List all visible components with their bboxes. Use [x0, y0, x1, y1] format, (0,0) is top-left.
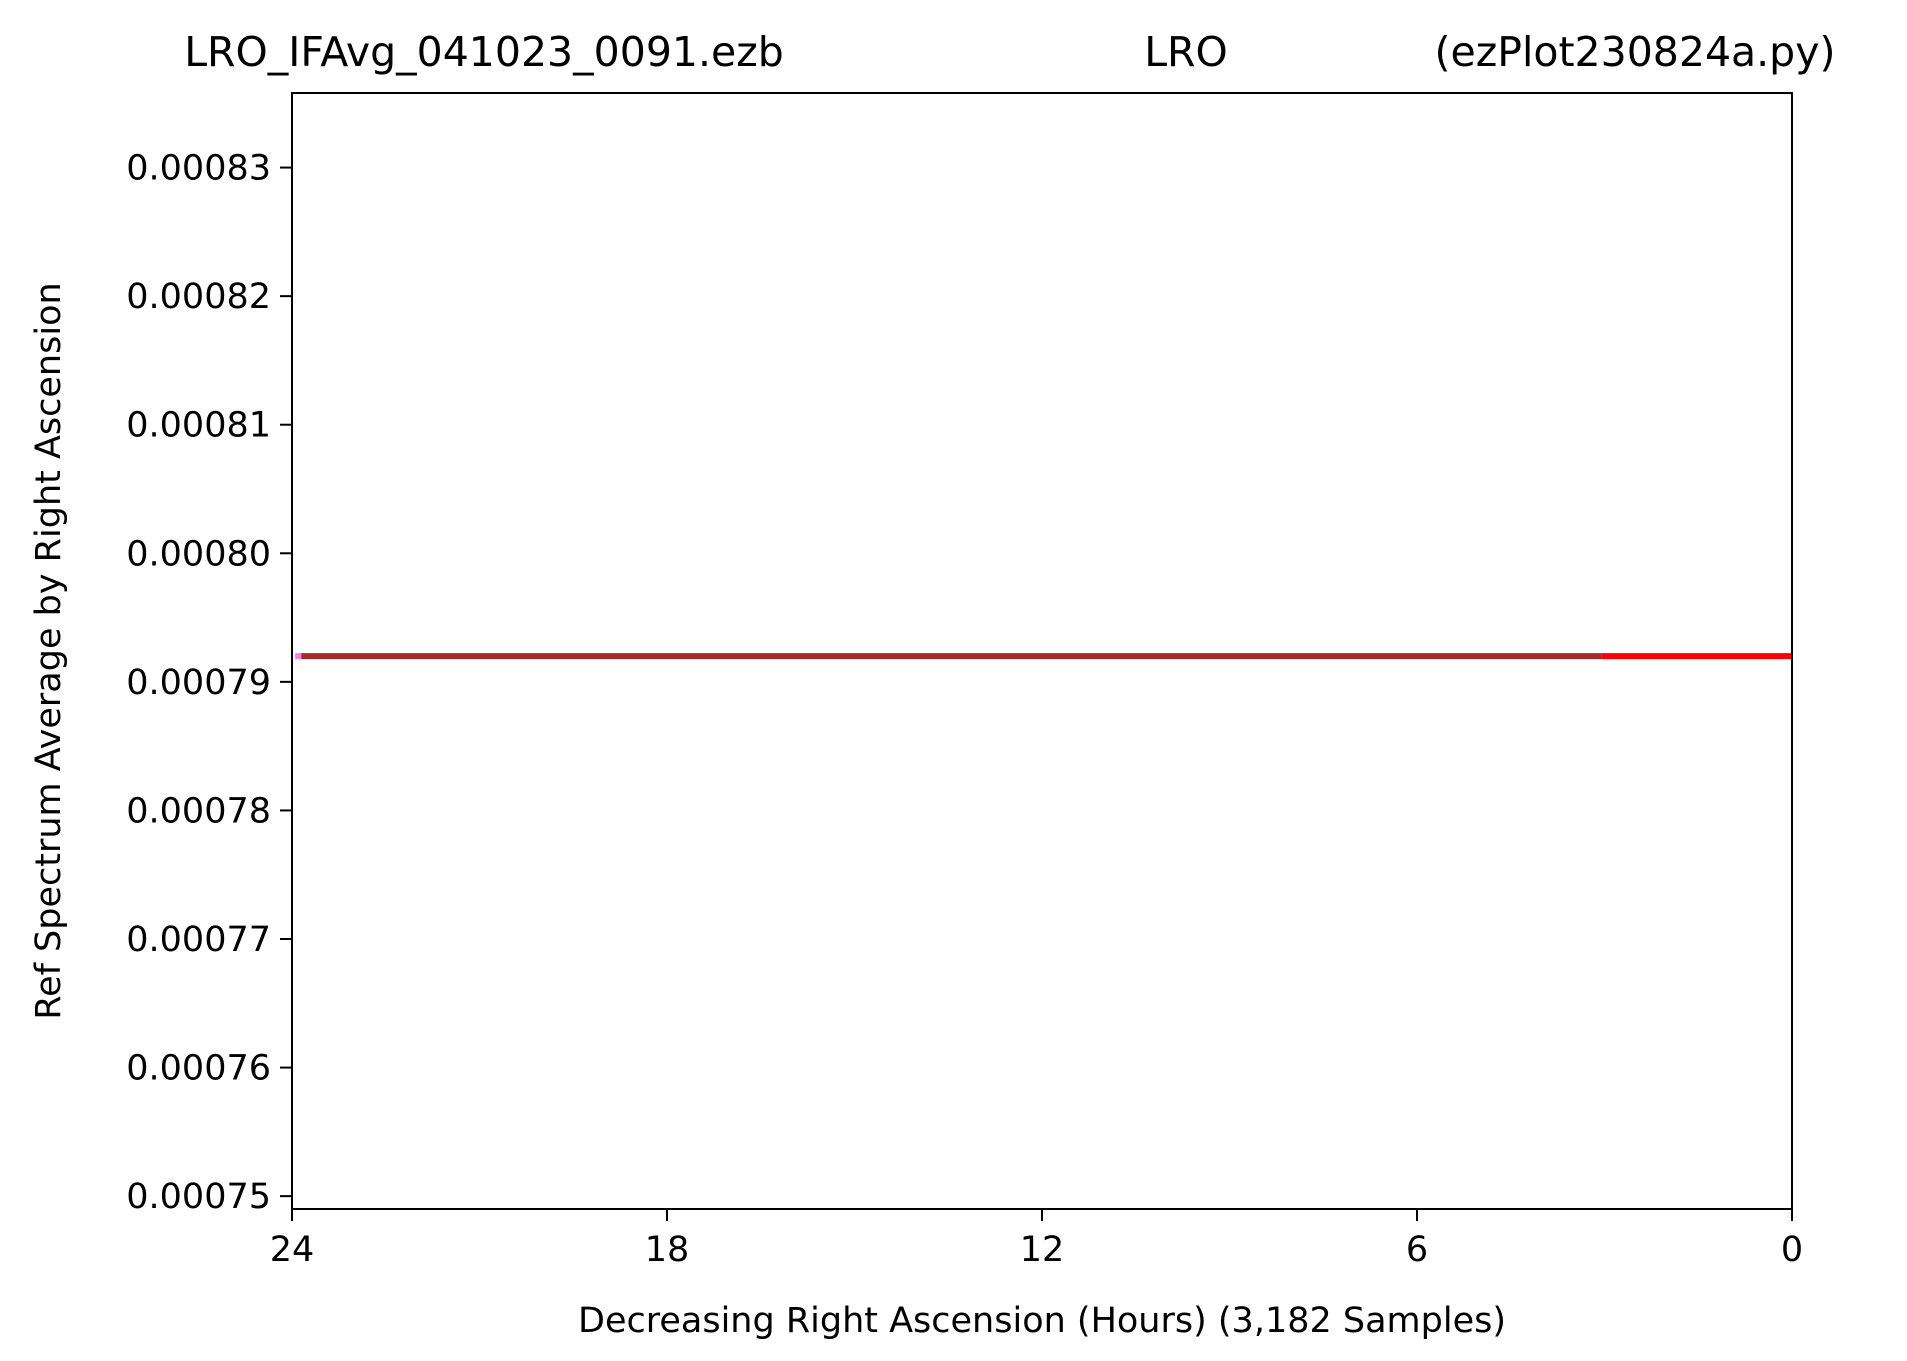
x-tick-label: 6: [1406, 1230, 1428, 1270]
x-tick-label: 0: [1781, 1230, 1803, 1270]
x-axis: 24 18 12 6 0: [270, 1209, 1803, 1270]
x-tick-label: 18: [645, 1230, 690, 1270]
y-tick-label: 0.00080: [126, 534, 271, 574]
x-axis-label: Decreasing Right Ascension (Hours) (3,18…: [578, 1301, 1506, 1341]
chart-title-script: (ezPlot230824a.py): [1435, 28, 1836, 76]
y-tick-label: 0.00076: [126, 1049, 271, 1089]
y-tick-label: 0.00075: [126, 1177, 271, 1217]
y-tick-label: 0.00082: [126, 277, 271, 317]
y-axis-label: Ref Spectrum Average by Right Ascension: [29, 282, 69, 1019]
chart-title-station: LRO: [1144, 28, 1228, 76]
x-tick-label: 12: [1020, 1230, 1065, 1270]
y-axis: 0.00075 0.00076 0.00077 0.00078 0.00079 0.000…: [126, 149, 292, 1217]
y-tick-label: 0.00078: [126, 791, 271, 831]
y-tick-label: 0.00079: [126, 663, 271, 703]
x-tick-label: 24: [270, 1230, 315, 1270]
y-tick-label: 0.00077: [126, 920, 271, 960]
y-tick-label: 0.00081: [126, 406, 271, 446]
y-tick-label: 0.00083: [126, 149, 271, 189]
chart-title-file: LRO_IFAvg_041023_0091.ezb: [184, 28, 784, 76]
